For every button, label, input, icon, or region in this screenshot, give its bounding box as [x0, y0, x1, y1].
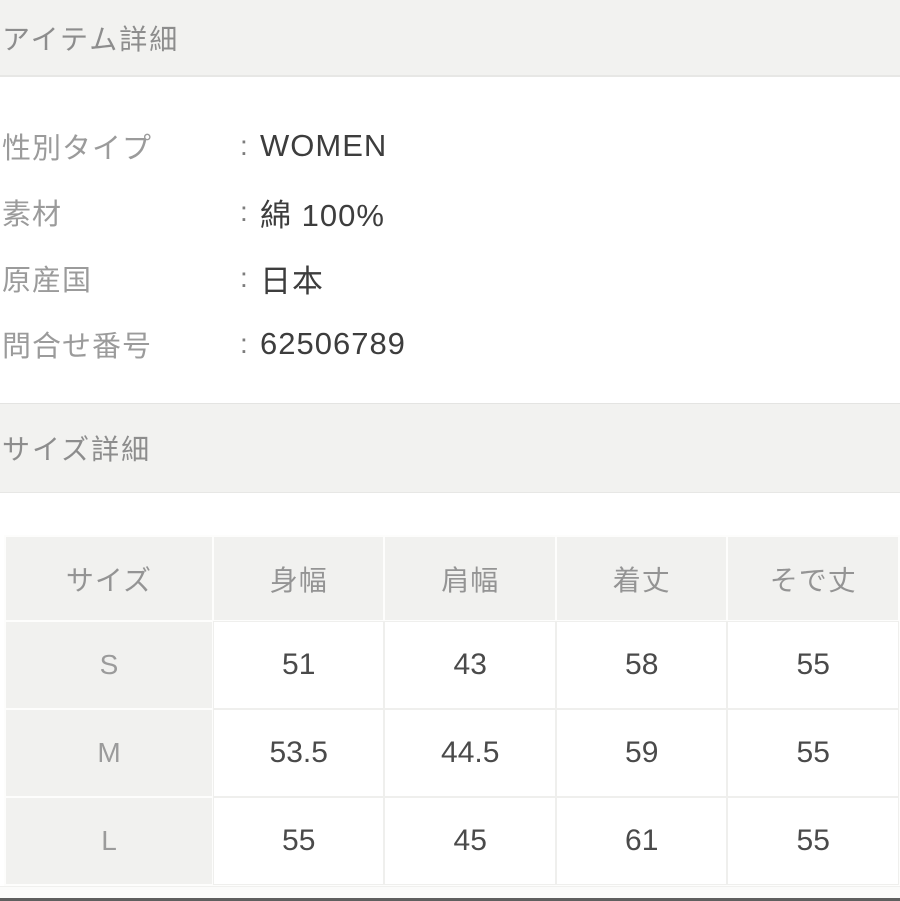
- spec-separator: :: [240, 328, 248, 359]
- spec-value: WOMEN: [260, 128, 388, 163]
- cell-value: 51: [213, 622, 384, 708]
- spec-row-material: 素材 : 綿 100%: [2, 179, 900, 245]
- size-table-container: サイズ 身幅 肩幅 着丈 そで丈 S 51 43 58 55 M 53.5 44…: [4, 535, 900, 886]
- cell-value: 44.5: [385, 710, 555, 796]
- item-details-section-header: アイテム詳細: [0, 0, 900, 77]
- column-header-length: 着丈: [556, 537, 727, 620]
- size-details-title: サイズ詳細: [2, 434, 152, 465]
- cell-value: 55: [213, 798, 384, 884]
- spec-label: 原産国: [2, 265, 93, 297]
- cell-value: 55: [728, 710, 898, 796]
- size-table-header-row: サイズ 身幅 肩幅 着丈 そで丈: [6, 537, 898, 620]
- spec-value: 日本: [260, 263, 324, 299]
- row-header-size: L: [6, 798, 212, 884]
- cell-value: 55: [728, 798, 898, 884]
- row-header-size: S: [6, 622, 212, 708]
- bottom-gap: [0, 886, 900, 898]
- column-header-shoulder-width: 肩幅: [385, 537, 555, 620]
- item-details-title: アイテム詳細: [2, 23, 180, 55]
- cell-value: 45: [385, 798, 555, 884]
- spec-row-inquiry-number: 問合せ番号 : 62506789: [2, 311, 900, 377]
- spec-value: 綿 100%: [260, 197, 385, 233]
- spec-label: 素材: [2, 199, 63, 231]
- cell-value: 43: [385, 622, 555, 708]
- table-row-size-l: L 55 45 61 55: [6, 798, 898, 884]
- size-details-section-header: サイズ詳細: [0, 403, 900, 493]
- column-header-size: サイズ: [6, 537, 212, 620]
- cell-value: 53.5: [213, 710, 384, 796]
- cell-value: 58: [556, 622, 727, 708]
- spec-separator: :: [240, 262, 248, 293]
- row-header-size: M: [6, 710, 212, 796]
- spec-value: 62506789: [260, 326, 406, 361]
- table-row-size-s: S 51 43 58 55: [6, 622, 898, 708]
- cell-value: 59: [556, 710, 727, 796]
- spec-separator: :: [240, 196, 248, 227]
- cell-value: 55: [728, 622, 898, 708]
- cell-value: 61: [556, 798, 727, 884]
- size-table: サイズ 身幅 肩幅 着丈 そで丈 S 51 43 58 55 M 53.5 44…: [4, 535, 900, 886]
- column-header-sleeve-length: そで丈: [728, 537, 898, 620]
- spec-separator: :: [240, 130, 248, 161]
- spec-row-gender: 性別タイプ : WOMEN: [2, 113, 900, 179]
- item-details-list: 性別タイプ : WOMEN 素材 : 綿 100% 原産国 : 日本 問合せ番号…: [0, 77, 900, 377]
- spec-label: 問合せ番号: [2, 331, 153, 363]
- column-header-body-width: 身幅: [213, 537, 384, 620]
- spec-row-origin-country: 原産国 : 日本: [2, 245, 900, 311]
- spec-label: 性別タイプ: [2, 133, 153, 165]
- table-row-size-m: M 53.5 44.5 59 55: [6, 710, 898, 796]
